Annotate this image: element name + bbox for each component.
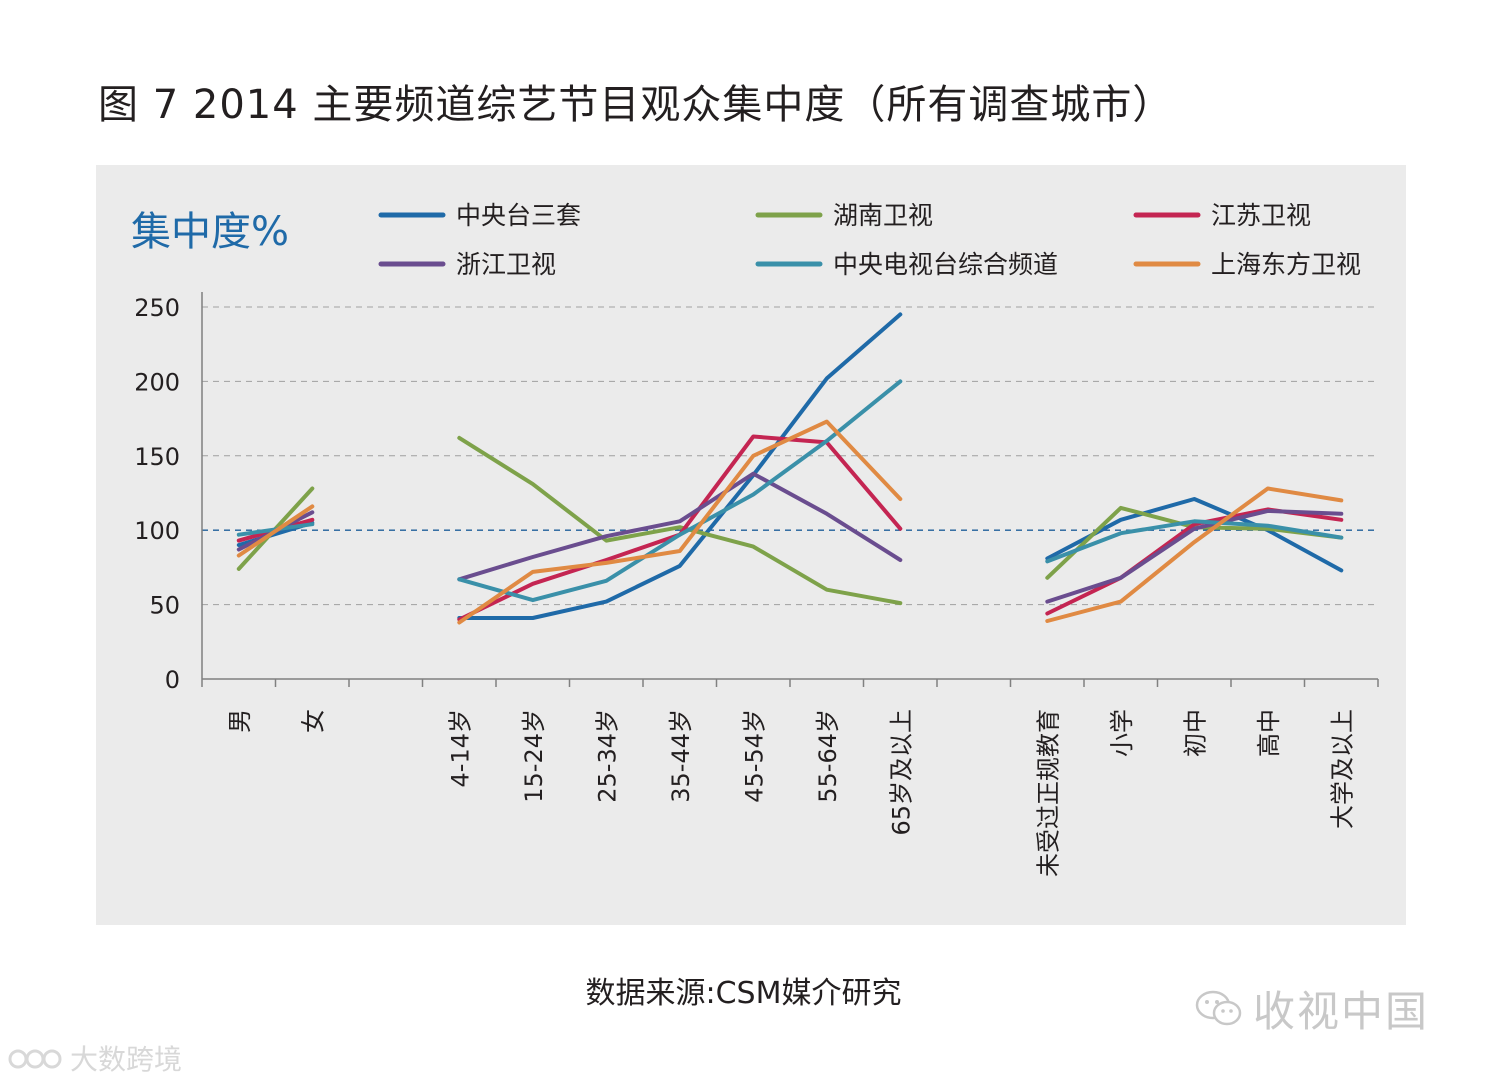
series-line-5-group-2 xyxy=(457,379,903,603)
series-lines xyxy=(236,312,1344,625)
logo-icon xyxy=(8,1049,62,1069)
legend-label: 浙江卫视 xyxy=(456,250,556,279)
x-tick-label: 初中 xyxy=(1181,709,1209,757)
y-axis-label: 集中度% xyxy=(131,209,289,255)
x-tick-label: 15-24岁 xyxy=(520,709,548,803)
x-tick-label: 未受过正规教育 xyxy=(1034,709,1062,877)
axes xyxy=(201,292,1379,687)
x-tick-label: 小学 xyxy=(1108,709,1136,757)
wechat-watermark-text: 收视中国 xyxy=(1253,987,1430,1036)
x-tick-label: 4-14岁 xyxy=(446,709,474,787)
x-tick-label: 45-54岁 xyxy=(740,709,768,803)
corner-logo: 大数跨境 xyxy=(8,1038,182,1078)
wechat-icon xyxy=(1195,990,1242,1025)
y-tick-label: 150 xyxy=(134,443,180,471)
series-line-6-group-3 xyxy=(1045,486,1344,623)
gridlines xyxy=(202,306,1378,606)
legend-label: 中央电视台综合频道 xyxy=(833,250,1058,279)
y-tick-label: 250 xyxy=(134,294,180,322)
x-tick-label: 55-64岁 xyxy=(814,709,842,803)
x-tick-label: 女 xyxy=(299,709,327,733)
x-tick-label: 35-44岁 xyxy=(667,709,695,803)
x-tick-labels: 男 女 4-14岁 15-24岁 25-34岁 35-44岁 45-54岁 55-64岁 65岁… xyxy=(226,709,1357,877)
x-tick-label: 大学及以上 xyxy=(1328,709,1356,829)
legend-label: 江苏卫视 xyxy=(1211,201,1311,230)
y-tick-label: 200 xyxy=(134,368,180,396)
y-tick-labels: 0 50 100 150 200 250 xyxy=(134,294,180,694)
series-line-4-group-3 xyxy=(1045,508,1344,604)
y-tick-label: 50 xyxy=(149,592,180,620)
x-tick-label: 男 xyxy=(226,709,254,733)
series-line-6-group-1 xyxy=(236,504,315,558)
series-line-3-group-3 xyxy=(1045,507,1344,616)
chart-panel: 集中度% 中央台三套 湖南卫视 江苏卫视浙江卫视 中央电视台综合频道 上海东方卫视 0 5… xyxy=(96,165,1406,925)
y-tick-label: 100 xyxy=(134,517,180,545)
source-note: 数据来源:CSM媒介研究 xyxy=(585,976,902,1011)
legend-label: 上海东方卫视 xyxy=(1211,250,1361,279)
legend-label: 湖南卫视 xyxy=(833,201,933,230)
y-tick-label: 0 xyxy=(165,666,180,694)
x-tick-label: 高中 xyxy=(1255,709,1283,757)
chart-title: 图 7 2014 主要频道综艺节目观众集中度（所有调查城市） xyxy=(98,82,1174,128)
series-line-2-group-2 xyxy=(457,435,903,606)
x-tick-label: 25-34岁 xyxy=(593,709,621,803)
corner-logo-text: 大数跨境 xyxy=(70,1043,183,1076)
series-line-5-group-3 xyxy=(1045,519,1344,564)
legend-label: 中央台三套 xyxy=(456,201,581,230)
wechat-watermark: 收视中国 xyxy=(1195,978,1429,1039)
x-tick-label: 65岁及以上 xyxy=(887,709,915,836)
series-line-4-group-2 xyxy=(457,471,903,582)
series-line-1-group-2 xyxy=(457,312,903,620)
series-line-6-group-2 xyxy=(457,419,903,625)
